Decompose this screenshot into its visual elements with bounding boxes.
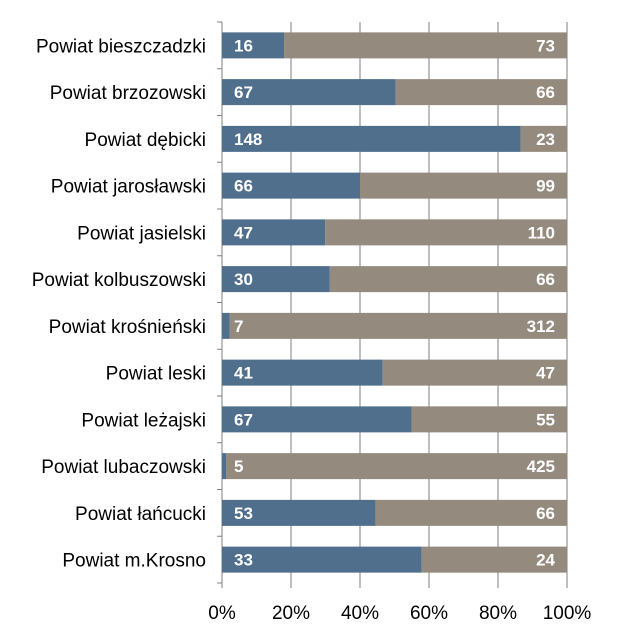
- data-label-series-1: 41: [234, 364, 253, 383]
- data-label-series-1: 5: [234, 457, 243, 476]
- data-label-series-2: 66: [536, 83, 555, 102]
- bar-segment-series-1: [222, 312, 230, 339]
- bar-segment-series-1: [222, 32, 285, 59]
- data-label-series-1: 16: [234, 36, 253, 55]
- bar-segment-series-2: [284, 32, 567, 59]
- data-label-series-2: 312: [527, 317, 555, 336]
- data-label-series-1: 7: [234, 317, 243, 336]
- bar-segment-series-2: [382, 359, 567, 386]
- category-label: Powiat bieszczadzki: [36, 36, 206, 57]
- data-label-series-1: 66: [234, 177, 253, 196]
- bar-segment-series-2: [520, 125, 567, 152]
- bar-segment-series-2: [411, 406, 567, 433]
- bar-segment-series-1: [222, 266, 330, 293]
- data-label-series-2: 99: [536, 177, 555, 196]
- bar-segment-series-1: [222, 453, 227, 480]
- bar-segment-series-2: [229, 312, 567, 339]
- data-label-series-2: 66: [536, 504, 555, 523]
- bar-segment-series-1: [222, 546, 422, 573]
- bar-segment-series-1: [222, 79, 396, 106]
- bar-segment-series-2: [226, 453, 567, 480]
- data-label-series-1: 67: [234, 83, 253, 102]
- data-label-series-2: 24: [536, 551, 555, 570]
- data-label-series-2: 73: [536, 36, 555, 55]
- bar-segment-series-1: [222, 219, 326, 246]
- data-label-series-2: 66: [536, 270, 555, 289]
- data-label-series-1: 47: [234, 223, 253, 242]
- category-label: Powiat jarosławski: [51, 177, 206, 198]
- category-label: Powiat krośnieński: [49, 317, 206, 338]
- category-label: Powiat dębicki: [85, 130, 206, 151]
- category-label: Powiat leżajski: [81, 410, 206, 431]
- x-tick-label: 100%: [543, 603, 592, 624]
- data-label-series-2: 23: [536, 130, 555, 149]
- bar-segment-series-1: [222, 359, 383, 386]
- category-label: Powiat jasielski: [77, 223, 206, 244]
- gridlines: [217, 21, 568, 588]
- x-tick-label: 60%: [410, 603, 448, 624]
- x-tick-label: 40%: [341, 603, 379, 624]
- bar-segment-series-1: [222, 499, 376, 526]
- category-label: Powiat łańcucki: [75, 504, 206, 525]
- data-label-series-2: 47: [536, 364, 555, 383]
- data-label-series-1: 148: [234, 130, 262, 149]
- data-label-series-1: 33: [234, 551, 253, 570]
- category-labels: Powiat bieszczadzki Powiat brzozowski Powi…: [32, 36, 206, 571]
- x-tick-label: 0%: [208, 603, 236, 624]
- category-label: Powiat kolbuszowski: [32, 270, 206, 291]
- category-label: Powiat m.Krosno: [62, 551, 206, 572]
- x-tick-label: 20%: [272, 603, 310, 624]
- data-label-series-1: 67: [234, 410, 253, 429]
- category-label: Powiat brzozowski: [50, 83, 206, 104]
- data-label-series-1: 53: [234, 504, 253, 523]
- data-label-series-2: 425: [527, 457, 555, 476]
- bar-segment-series-2: [395, 79, 567, 106]
- data-label-series-2: 55: [536, 410, 555, 429]
- bar-segment-series-1: [222, 125, 521, 152]
- data-label-series-1: 30: [234, 270, 253, 289]
- bar-segment-series-2: [325, 219, 567, 246]
- bar-segment-series-2: [375, 499, 567, 526]
- bar-segment-series-2: [421, 546, 567, 573]
- data-label-series-2: 110: [528, 223, 555, 242]
- bar-segment-series-1: [222, 406, 412, 433]
- x-tick-labels: 0% 20% 40% 60% 80% 100%: [208, 603, 591, 624]
- bar-segment-series-2: [329, 266, 567, 293]
- bar-segment-series-2: [360, 172, 567, 199]
- x-tick-label: 80%: [479, 603, 517, 624]
- category-label: Powiat leski: [106, 364, 206, 385]
- category-label: Powiat lubaczowski: [41, 457, 206, 478]
- bar-segment-series-1: [222, 172, 360, 199]
